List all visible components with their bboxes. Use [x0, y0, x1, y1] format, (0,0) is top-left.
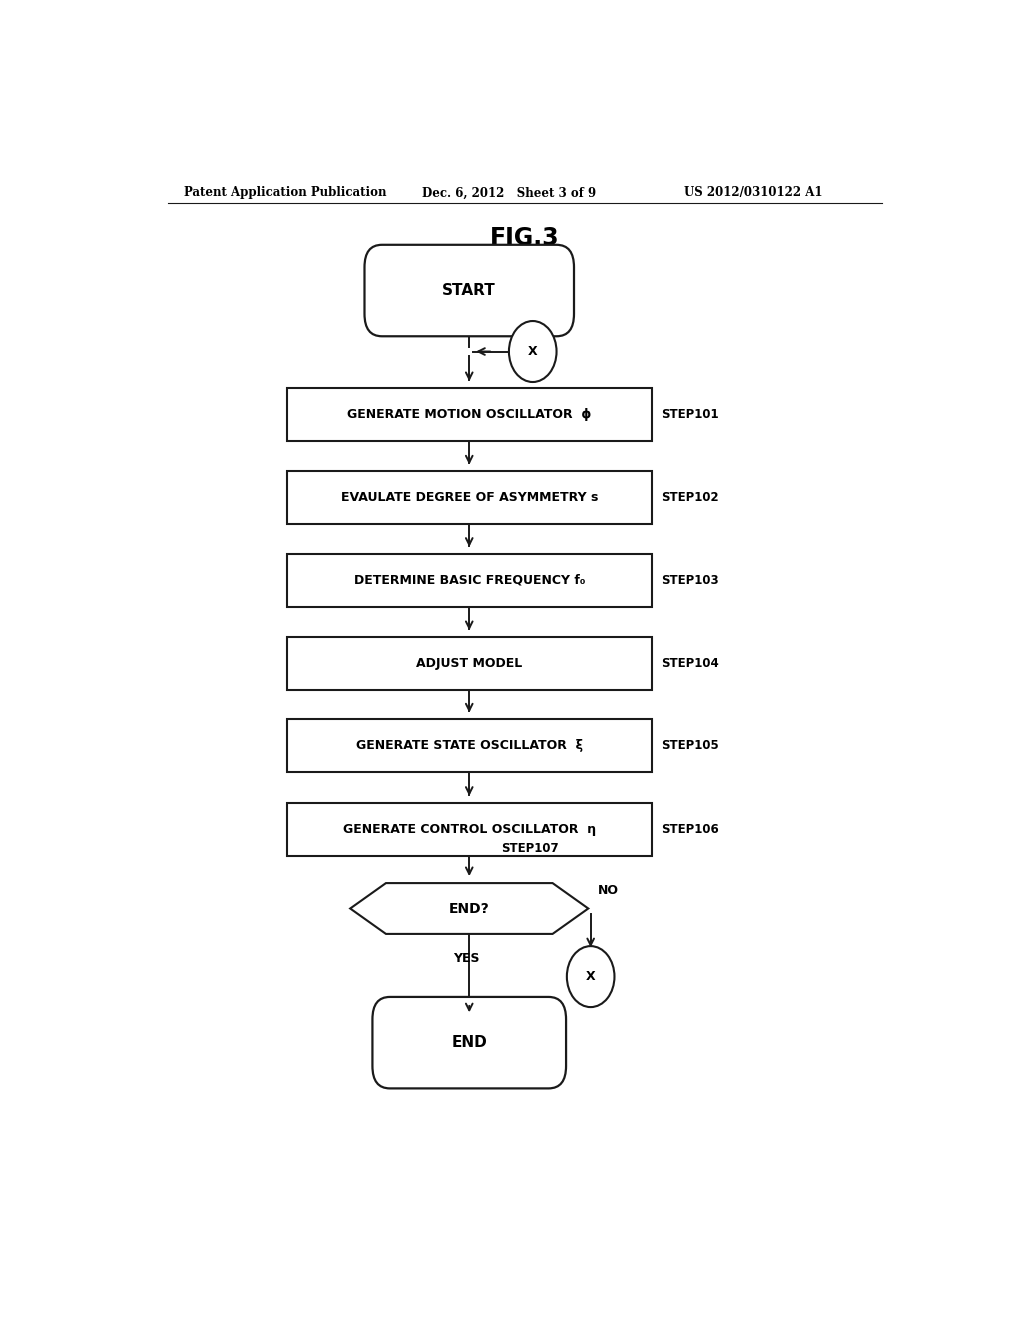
FancyBboxPatch shape: [373, 997, 566, 1089]
Text: X: X: [586, 970, 596, 983]
Text: NO: NO: [598, 883, 618, 896]
Text: STEP105: STEP105: [662, 739, 719, 752]
Text: STEP106: STEP106: [662, 822, 719, 836]
Bar: [287, 554, 652, 607]
Text: STEP102: STEP102: [662, 491, 719, 504]
Bar: [287, 638, 652, 690]
Text: EVAULATE DEGREE OF ASYMMETRY s: EVAULATE DEGREE OF ASYMMETRY s: [341, 491, 598, 504]
Text: X: X: [528, 345, 538, 358]
Text: FIG.3: FIG.3: [490, 226, 559, 249]
Text: END?: END?: [449, 902, 489, 916]
FancyBboxPatch shape: [365, 244, 574, 337]
Text: GENERATE MOTION OSCILLATOR  ϕ: GENERATE MOTION OSCILLATOR ϕ: [347, 408, 592, 421]
Text: STEP107: STEP107: [501, 842, 559, 854]
Text: ADJUST MODEL: ADJUST MODEL: [416, 657, 522, 671]
Text: GENERATE CONTROL OSCILLATOR  η: GENERATE CONTROL OSCILLATOR η: [343, 822, 596, 836]
Text: STEP103: STEP103: [662, 574, 719, 586]
Text: DETERMINE BASIC FREQUENCY f₀: DETERMINE BASIC FREQUENCY f₀: [353, 574, 585, 586]
Bar: [287, 719, 652, 772]
Text: YES: YES: [454, 952, 480, 965]
Text: START: START: [442, 282, 496, 298]
Bar: [287, 388, 652, 441]
Text: Patent Application Publication: Patent Application Publication: [183, 186, 386, 199]
Circle shape: [567, 946, 614, 1007]
Text: END: END: [452, 1035, 487, 1051]
Text: STEP104: STEP104: [662, 657, 719, 671]
Text: STEP101: STEP101: [662, 408, 719, 421]
Bar: [287, 471, 652, 524]
Polygon shape: [350, 883, 588, 935]
Circle shape: [509, 321, 557, 381]
Bar: [287, 803, 652, 855]
Text: Dec. 6, 2012   Sheet 3 of 9: Dec. 6, 2012 Sheet 3 of 9: [422, 186, 596, 199]
Text: US 2012/0310122 A1: US 2012/0310122 A1: [684, 186, 822, 199]
Text: GENERATE STATE OSCILLATOR  ξ: GENERATE STATE OSCILLATOR ξ: [355, 739, 583, 752]
